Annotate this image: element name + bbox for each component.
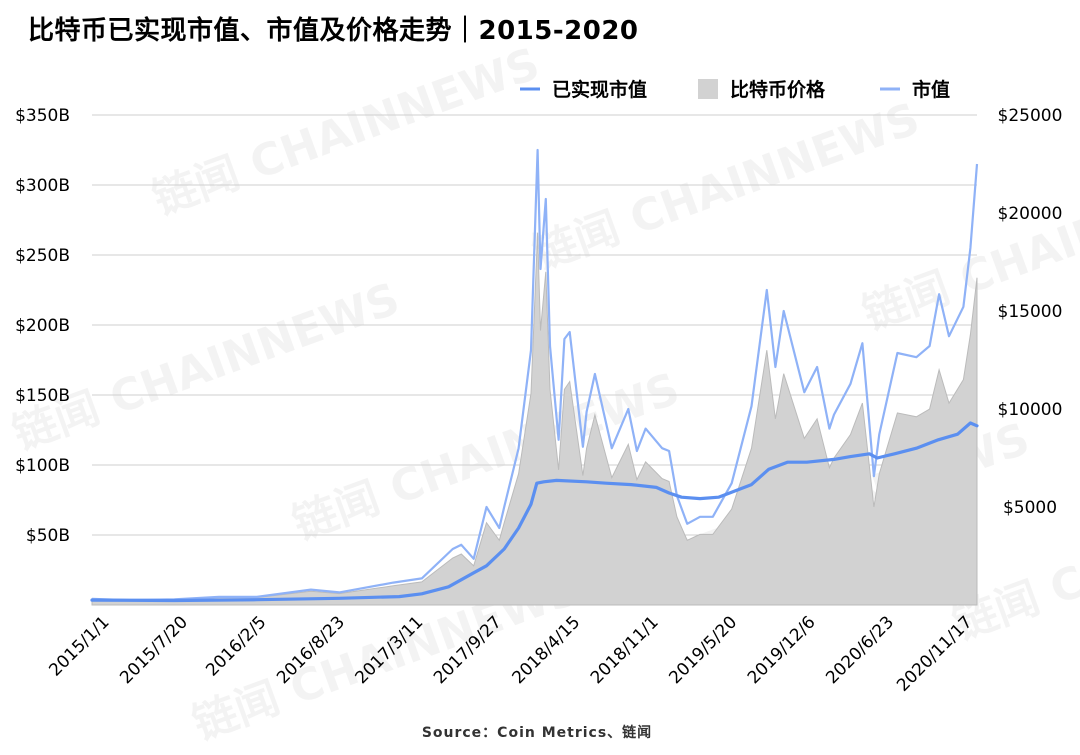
left-tick-label: $50B [26, 526, 70, 546]
series-marketcap-line [91, 148, 979, 602]
legend-label: 已实现市值 [552, 78, 647, 101]
left-tick-label: $150B [15, 386, 70, 406]
right-tick-label: $10000 [998, 400, 1063, 420]
left-tick-label: $200B [15, 316, 70, 336]
line-layer [90, 148, 979, 603]
left-axis: $50B $100B $150B $200B $250B $300B $350B [15, 106, 70, 546]
legend: 已实现市值 比特币价格 市值 [520, 78, 950, 101]
x-tick-label: 2016/2/5 [202, 612, 270, 680]
right-tick-label: $15000 [998, 302, 1063, 322]
x-tick-label: 2020/6/23 [822, 612, 898, 688]
left-tick-label: $350B [15, 106, 70, 126]
x-tick-label: 2018/11/1 [587, 612, 663, 688]
right-tick-label: $25000 [998, 106, 1063, 126]
watermark-text: 链闻 CHAINNEWS [6, 273, 406, 460]
left-tick-label: $100B [15, 456, 70, 476]
x-tick-label: 2020/11/17 [893, 612, 976, 695]
price-area-layer [91, 232, 978, 606]
right-axis: $5000 $10000 $15000 $20000 $25000 [998, 106, 1063, 518]
left-tick-label: $300B [15, 176, 70, 196]
x-tick-label: 2015/7/20 [116, 612, 192, 688]
right-tick-label: $20000 [998, 204, 1063, 224]
series-realized-line [90, 421, 979, 603]
legend-label: 比特币价格 [730, 78, 826, 101]
source-note: Source：Coin Metrics、链闻 [422, 724, 652, 741]
watermark-text: 链闻 CHAINNEWS [146, 38, 546, 225]
chart-title: 比特币已实现市值、市值及价格走势｜2015-2020 [28, 16, 639, 46]
legend-swatch-price [698, 79, 718, 99]
legend-label: 市值 [912, 78, 950, 101]
right-tick-label: $5000 [1003, 498, 1057, 518]
watermark-text: 链闻 CHAINNEWS [526, 93, 926, 280]
series-price-area [91, 232, 978, 606]
left-tick-label: $250B [15, 246, 70, 266]
x-tick-label: 2019/5/20 [665, 612, 741, 688]
x-tick-label: 2015/1/1 [45, 612, 113, 680]
x-tick-label: 2019/12/6 [744, 612, 820, 688]
